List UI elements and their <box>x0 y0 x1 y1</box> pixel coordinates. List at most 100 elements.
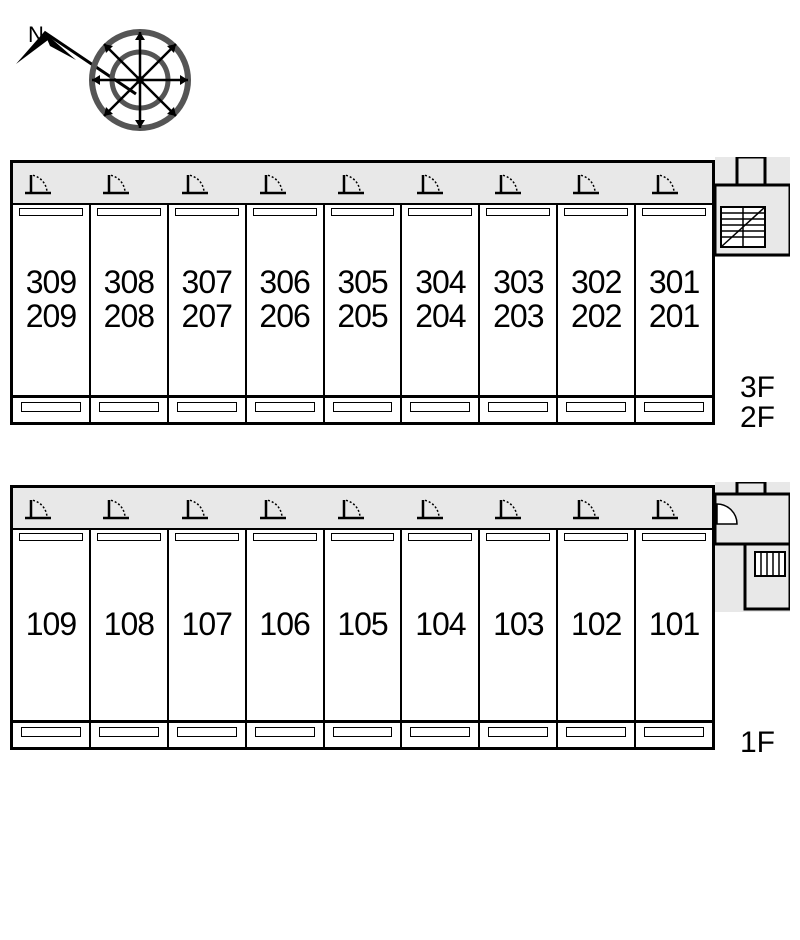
unit-cell: 305205 <box>325 205 403 395</box>
balcony-segment <box>325 723 403 747</box>
door-icon <box>101 165 131 195</box>
unit-cell: 103 <box>480 530 558 720</box>
balcony-segment <box>636 723 712 747</box>
lower-floor-labels: 1F <box>740 728 775 758</box>
door-icon <box>415 165 445 195</box>
balcony-segment <box>325 398 403 422</box>
balcony-segment <box>402 723 480 747</box>
door-icon <box>571 165 601 195</box>
unit-cell: 306206 <box>247 205 325 395</box>
door-icon <box>415 490 445 520</box>
unit-cell: 308208 <box>91 205 169 395</box>
unit-number: 306 <box>259 266 309 300</box>
unit-number: 309 <box>26 266 76 300</box>
floor-label-2f: 2F <box>740 403 775 433</box>
unit-number: 201 <box>649 300 699 334</box>
unit-cell: 107 <box>169 530 247 720</box>
door-icon <box>650 165 680 195</box>
unit-number: 107 <box>182 608 232 642</box>
unit-number: 204 <box>415 300 465 334</box>
lower-corridor <box>10 485 715 530</box>
unit-number: 104 <box>415 608 465 642</box>
unit-cell: 301201 <box>636 205 712 395</box>
unit-cell: 304204 <box>402 205 480 395</box>
floor-label-3f: 3F <box>740 373 775 403</box>
door-icon <box>258 165 288 195</box>
lower-stair-area <box>715 482 790 612</box>
upper-corridor <box>10 160 715 205</box>
unit-cell: 302202 <box>558 205 636 395</box>
balcony-segment <box>247 723 325 747</box>
unit-number: 103 <box>493 608 543 642</box>
upper-floor-plan: 3092093082083072073062063052053042043032… <box>10 160 790 425</box>
unit-number: 308 <box>104 266 154 300</box>
unit-number: 101 <box>649 608 699 642</box>
balcony-segment <box>636 398 712 422</box>
compass-widget: N <box>10 10 220 145</box>
door-icon <box>336 490 366 520</box>
balcony-segment <box>13 398 91 422</box>
door-icon <box>493 165 523 195</box>
door-icon <box>180 490 210 520</box>
unit-cell: 101 <box>636 530 712 720</box>
unit-number: 102 <box>571 608 621 642</box>
unit-number: 109 <box>26 608 76 642</box>
unit-number: 307 <box>182 266 232 300</box>
upper-floor-labels: 3F 2F <box>740 373 775 433</box>
stair-icon <box>715 482 790 612</box>
unit-number: 301 <box>649 266 699 300</box>
balcony-segment <box>402 398 480 422</box>
floor-label-1f: 1F <box>740 728 775 758</box>
balcony-segment <box>480 723 558 747</box>
door-icon <box>180 165 210 195</box>
unit-cell: 104 <box>402 530 480 720</box>
door-icon <box>571 490 601 520</box>
stair-icon <box>715 157 790 257</box>
unit-number: 305 <box>337 266 387 300</box>
unit-number: 209 <box>26 300 76 334</box>
unit-cell: 105 <box>325 530 403 720</box>
unit-cell: 303203 <box>480 205 558 395</box>
unit-number: 202 <box>571 300 621 334</box>
unit-number: 105 <box>337 608 387 642</box>
unit-number: 302 <box>571 266 621 300</box>
unit-number: 304 <box>415 266 465 300</box>
balcony-segment <box>558 723 636 747</box>
door-icon <box>650 490 680 520</box>
balcony-segment <box>91 723 169 747</box>
compass-svg: N <box>10 10 220 145</box>
door-icon <box>23 490 53 520</box>
unit-number: 108 <box>104 608 154 642</box>
unit-cell: 106 <box>247 530 325 720</box>
unit-number: 203 <box>493 300 543 334</box>
unit-number: 205 <box>337 300 387 334</box>
door-icon <box>336 165 366 195</box>
upper-stair-area <box>715 157 790 257</box>
balcony-segment <box>169 398 247 422</box>
unit-cell: 109 <box>13 530 91 720</box>
unit-cell: 108 <box>91 530 169 720</box>
unit-cell: 309209 <box>13 205 91 395</box>
unit-number: 208 <box>104 300 154 334</box>
upper-units-row: 3092093082083072073062063052053042043032… <box>10 205 715 398</box>
balcony-segment <box>558 398 636 422</box>
balcony-segment <box>247 398 325 422</box>
unit-number: 206 <box>259 300 309 334</box>
upper-balcony-row <box>10 398 715 425</box>
lower-units-row: 109 108 107 106 105 104 103 102 101 <box>10 530 715 723</box>
unit-number: 106 <box>259 608 309 642</box>
lower-balcony-row <box>10 723 715 750</box>
balcony-segment <box>91 398 169 422</box>
balcony-segment <box>169 723 247 747</box>
door-icon <box>23 165 53 195</box>
unit-number: 207 <box>182 300 232 334</box>
door-icon <box>101 490 131 520</box>
door-icon <box>258 490 288 520</box>
upper-main-block: 3092093082083072073062063052053042043032… <box>10 160 715 425</box>
lower-floor-plan: 109108107106105104103102101 1F <box>10 485 790 750</box>
lower-main-block: 109108107106105104103102101 1F <box>10 485 715 750</box>
balcony-segment <box>13 723 91 747</box>
unit-number: 303 <box>493 266 543 300</box>
balcony-segment <box>480 398 558 422</box>
unit-cell: 307207 <box>169 205 247 395</box>
